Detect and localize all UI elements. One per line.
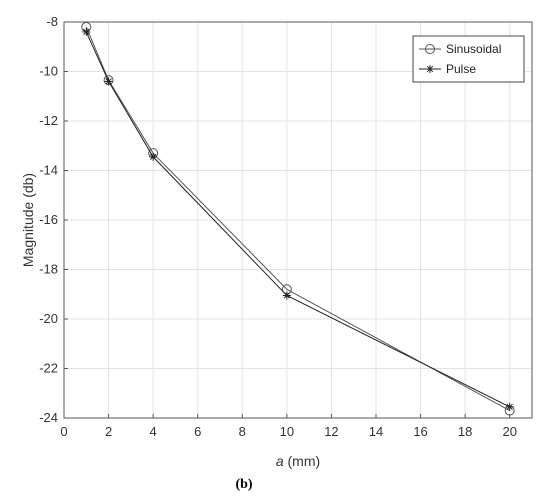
x-tick-label: 0 [60, 424, 67, 439]
y-tick-label: -20 [39, 311, 58, 326]
y-tick-label: -10 [39, 64, 58, 79]
x-tick-label: 18 [458, 424, 472, 439]
data-point-pulse [505, 402, 514, 411]
x-tick-label: 6 [194, 424, 201, 439]
x-tick-label: 2 [105, 424, 112, 439]
marker-stroke [149, 153, 157, 161]
plot-frame [63, 21, 533, 419]
y-tick-label: -14 [39, 163, 58, 178]
x-tick-label: 12 [324, 424, 338, 439]
marker-stroke [283, 292, 291, 299]
x-tick-label: 16 [413, 424, 427, 439]
x-axis-label-unit: (mm) [284, 453, 321, 469]
legend-box [412, 35, 525, 83]
marker-stroke [105, 78, 112, 85]
x-axis-label: a (mm) [276, 453, 320, 469]
y-tick-label: -12 [39, 113, 58, 128]
y-tick-labels: -24 -22 -20 -18 -16 -14 -12 -10 -8 [39, 14, 58, 425]
data-point-pulse [282, 291, 291, 300]
y-tick-label: -18 [39, 262, 58, 277]
series-layer [81, 21, 515, 416]
legend-label-pulse: Pulse [446, 62, 476, 76]
x-tick-labels: 0 2 4 6 8 10 12 14 16 18 20 [60, 424, 517, 439]
y-tick-label: -22 [39, 361, 58, 376]
legend: Sinusoidal Pulse [412, 35, 525, 83]
data-point-pulse [149, 152, 158, 161]
x-tick-label: 14 [369, 424, 383, 439]
y-axis-label: Magnitude (db) [20, 173, 36, 267]
x-tick-label: 4 [150, 424, 157, 439]
data-point-pulse [82, 27, 91, 36]
legend-marker-pulse [426, 65, 434, 73]
y-tick-label: -24 [39, 410, 58, 425]
series-pulse [82, 27, 514, 411]
data-point-pulse [104, 77, 113, 86]
marker-stroke [426, 65, 434, 73]
y-tick-label: -16 [39, 212, 58, 227]
grid [63, 21, 532, 419]
marker-stroke [506, 403, 513, 411]
legend-marker-sinusoidal [425, 44, 435, 54]
x-tick-label: 10 [280, 424, 294, 439]
marker-stroke [83, 28, 90, 36]
legend-label-sinusoidal: Sinusoidal [446, 42, 501, 56]
figure-caption: (b) [235, 477, 252, 492]
x-axis-label-variable: a [276, 453, 284, 469]
y-tick-label: -8 [46, 14, 58, 29]
x-tick-label: 8 [239, 424, 246, 439]
x-tick-label: 20 [502, 424, 516, 439]
